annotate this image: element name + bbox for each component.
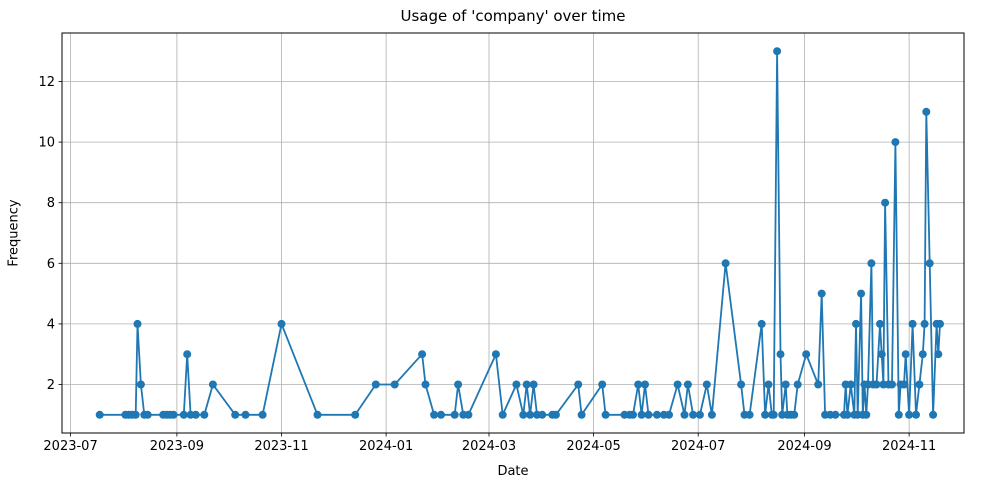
svg-text:2: 2 — [47, 378, 55, 393]
svg-text:6: 6 — [47, 257, 55, 272]
series-markers — [95, 47, 944, 419]
svg-text:2024-05: 2024-05 — [566, 439, 620, 454]
svg-text:10: 10 — [38, 136, 55, 151]
svg-text:2023-09: 2023-09 — [150, 439, 204, 454]
axis-ticks — [58, 81, 910, 437]
svg-text:2024-03: 2024-03 — [462, 439, 516, 454]
y-axis-label: Frequency — [6, 199, 22, 267]
svg-text:12: 12 — [38, 75, 55, 90]
svg-text:2023-07: 2023-07 — [43, 439, 97, 454]
tick-labels: 2 4 6 8 10 12 2023-07 2023-09 2023-11 2024-01 2024… — [38, 75, 936, 454]
plot-border — [61, 32, 965, 434]
svg-text:4: 4 — [47, 317, 55, 332]
x-axis-label: Date — [497, 464, 529, 479]
chart-title: Usage of 'company' over time — [400, 7, 626, 25]
svg-text:2024-09: 2024-09 — [777, 439, 831, 454]
grid-lines — [62, 33, 964, 433]
svg-text:2023-11: 2023-11 — [254, 439, 308, 454]
svg-text:2024-07: 2024-07 — [671, 439, 725, 454]
svg-text:8: 8 — [47, 196, 55, 211]
svg-text:2024-01: 2024-01 — [359, 439, 413, 454]
svg-text:2024-11: 2024-11 — [882, 439, 936, 454]
